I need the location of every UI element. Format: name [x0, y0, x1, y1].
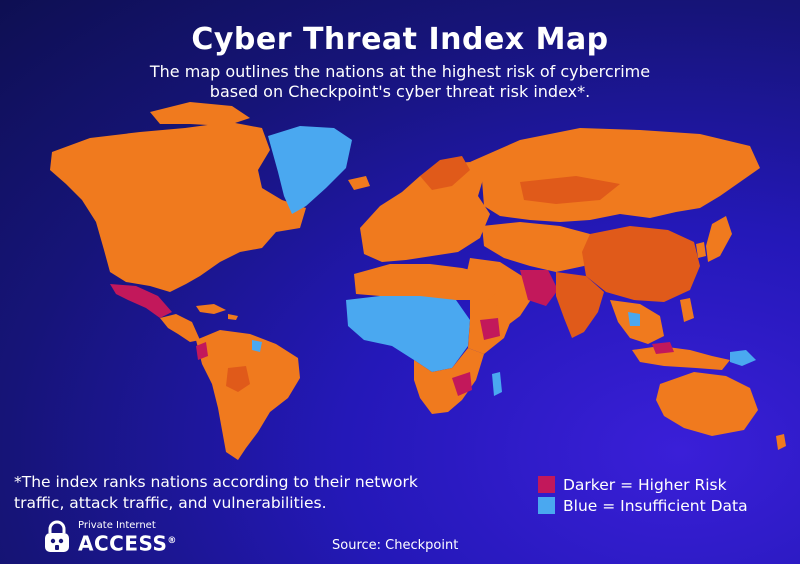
central-america: [160, 314, 200, 342]
legend: Darker = Higher Risk Blue = Insufficient…: [538, 474, 748, 516]
north-america: [50, 122, 306, 292]
brand-text: Private Internet ACCESS®: [78, 520, 177, 554]
south-america-interior: [226, 366, 250, 392]
russia: [470, 128, 760, 222]
iceland: [348, 176, 370, 190]
indonesia: [632, 346, 730, 370]
subtitle-line-1: The map outlines the nations at the high…: [149, 62, 651, 81]
russia-dark-region: [520, 176, 620, 204]
ethiopia-higher-risk: [480, 318, 500, 340]
iran-higher-risk: [520, 270, 558, 306]
padlock-robot-icon: [45, 520, 69, 552]
footnote-line-1: *The index ranks nations according to th…: [14, 473, 418, 491]
brand-logo: Private Internet ACCESS®: [42, 520, 177, 554]
mozambique-higher-risk: [452, 372, 472, 396]
footnote-line-2: traffic, attack traffic, and vulnerabili…: [14, 494, 327, 512]
legend-label-insufficient-data: Blue = Insufficient Data: [563, 496, 748, 515]
japan: [706, 216, 732, 262]
korea: [696, 242, 706, 258]
subtitle-line-2: based on Checkpoint's cyber threat risk …: [209, 82, 591, 101]
madagascar-insufficient: [492, 372, 502, 396]
colombia-higher-risk: [196, 342, 208, 360]
page-title: Cyber Threat Index Map: [191, 22, 609, 57]
new-guinea-insufficient: [730, 350, 756, 366]
north-africa: [354, 264, 500, 300]
europe: [360, 162, 490, 262]
greenland: [268, 126, 352, 214]
source-credit: Source: Checkpoint: [332, 538, 459, 553]
west-central-africa-insufficient: [346, 296, 470, 372]
central-asia: [482, 222, 602, 272]
legend-swatch-insufficient-data: [538, 497, 555, 514]
arctic-islands: [150, 102, 250, 126]
china: [582, 226, 700, 302]
brand-line-2: ACCESS®: [78, 531, 177, 554]
new-zealand: [776, 434, 786, 450]
legend-item-insufficient-data: Blue = Insufficient Data: [538, 495, 748, 516]
guyana-insufficient: [252, 340, 262, 352]
australia: [656, 372, 758, 436]
brand-name: ACCESS: [78, 531, 168, 556]
caribbean: [196, 304, 238, 320]
southeast-asia-insufficient: [628, 312, 640, 326]
footnote: *The index ranks nations according to th…: [14, 472, 534, 514]
india: [556, 272, 604, 338]
south-america: [196, 330, 300, 460]
legend-item-higher-risk: Darker = Higher Risk: [538, 474, 748, 495]
legend-swatch-higher-risk: [538, 476, 555, 493]
brand-registered-mark: ®: [167, 536, 177, 547]
page-subtitle: The map outlines the nations at the high…: [0, 62, 800, 102]
brand-line-1: Private Internet: [78, 520, 156, 532]
scandinavia: [420, 156, 470, 190]
mexico: [110, 284, 172, 318]
legend-label-higher-risk: Darker = Higher Risk: [563, 475, 727, 494]
southern-africa: [414, 348, 484, 414]
philippines: [680, 298, 694, 322]
indonesia-higher-risk: [652, 342, 674, 354]
